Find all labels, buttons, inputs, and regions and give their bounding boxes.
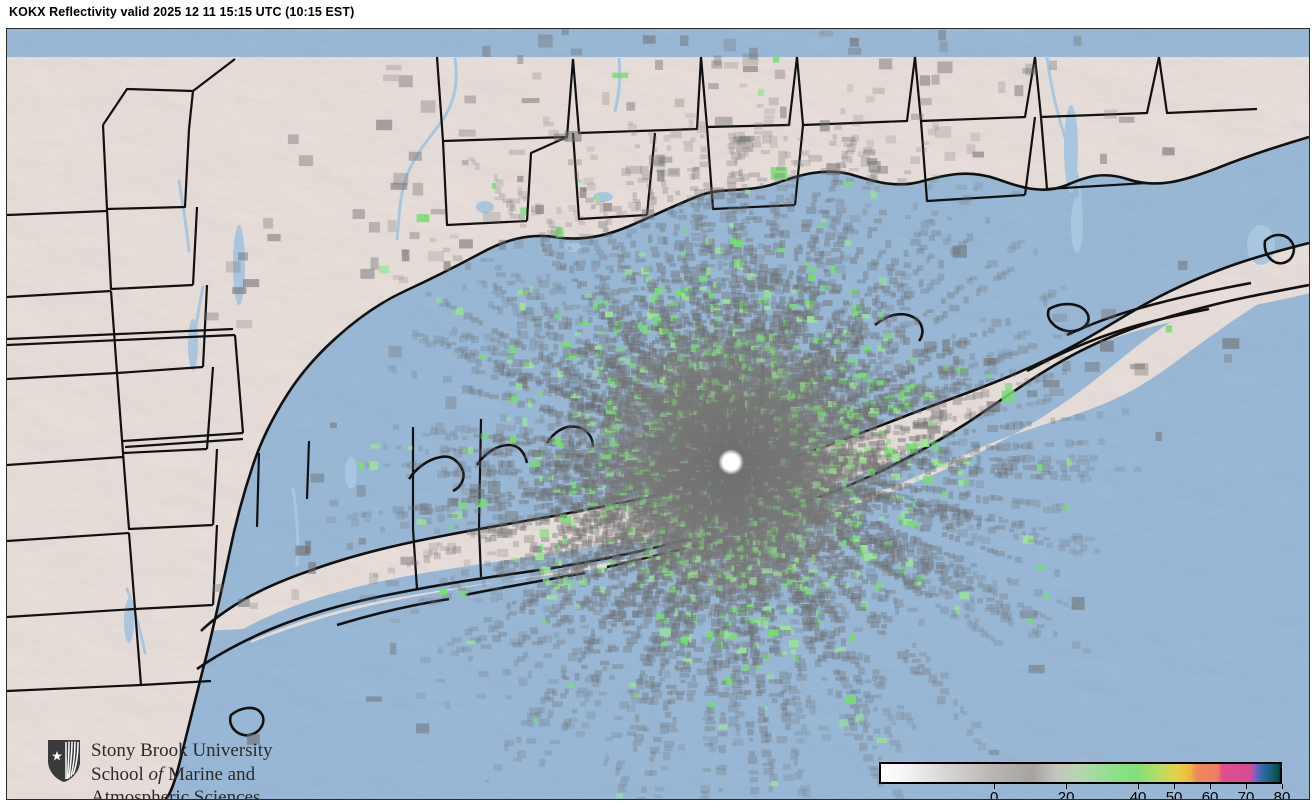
logo-wordmark: Stony Brook University School of Marine … — [91, 739, 347, 800]
reflectivity-colorbar[interactable]: 0 20 40 50 60 70 80 — [873, 758, 1293, 800]
colorbar-tick-label: 20 — [1057, 789, 1075, 800]
logo-line-1: Stony Brook University — [91, 740, 273, 761]
page-title: KOKX Reflectivity valid 2025 12 11 15:15… — [9, 5, 355, 19]
logo-line-2a: School — [91, 763, 149, 785]
colorbar-tick-label: 40 — [1129, 789, 1147, 800]
logo-line-3: Atmospheric Sciences — [91, 787, 261, 800]
colorbar-tick — [1138, 784, 1140, 789]
colorbar-tick-label: 70 — [1237, 789, 1255, 800]
colorbar-tick — [1282, 784, 1283, 789]
colorbar-tick — [1210, 784, 1212, 789]
stony-brook-shield — [48, 740, 80, 782]
reflectivity-overlay — [204, 29, 1240, 799]
cone-of-silence — [718, 449, 744, 475]
colorbar-tick-label: 80 — [1273, 789, 1291, 800]
colorbar-tick — [994, 784, 996, 789]
logo-line-2: School of Marine and — [91, 763, 347, 787]
logo-line-2-of: of — [148, 763, 164, 785]
radar-map[interactable]: Stony Brook University School of Marine … — [6, 28, 1310, 800]
colorbar-tick-label: 50 — [1165, 789, 1183, 800]
colorbar-tick-label: 0 — [989, 789, 999, 800]
colorbar-tick — [1174, 784, 1176, 789]
colorbar-tick — [1246, 784, 1248, 789]
colorbar-tick — [1066, 784, 1068, 789]
logo-line-2c: Marine and — [163, 763, 256, 785]
colorbar-gradient — [881, 764, 1280, 782]
colorbar-tick-label: 60 — [1201, 789, 1219, 800]
colorbar-gradient-box — [879, 762, 1282, 784]
stony-brook-logo: Stony Brook University School of Marine … — [47, 739, 347, 800]
